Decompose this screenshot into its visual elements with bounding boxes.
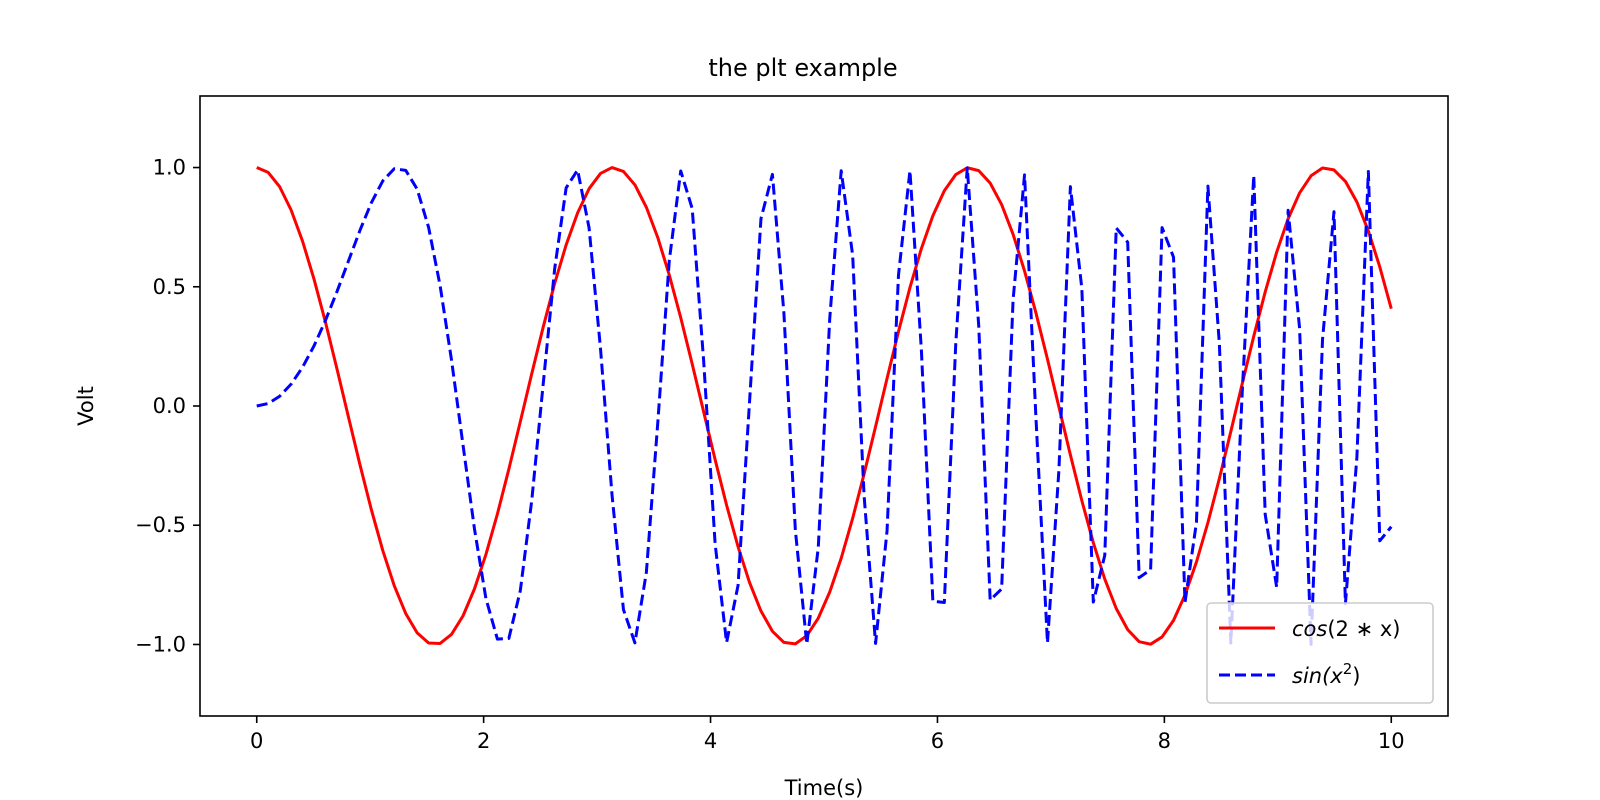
legend-sin-base: sin xyxy=(1292,664,1322,688)
x-tick-label: 6 xyxy=(931,729,944,753)
x-axis-title: Time(s) xyxy=(784,776,864,800)
y-tick-label: 1.0 xyxy=(153,156,186,180)
series-line-cos xyxy=(256,166,1393,646)
y-tick-label: −1.0 xyxy=(135,632,186,656)
legend-label-cos: cos(2 ∗ x) xyxy=(1292,617,1400,641)
x-tick-label: 4 xyxy=(704,729,717,753)
series-line-sin xyxy=(256,166,1393,646)
y-axis-title: Volt xyxy=(74,386,98,426)
legend-cos-arg: (2 ∗ x) xyxy=(1327,617,1400,641)
legend-sin-arg-suffix: ) xyxy=(1352,664,1360,688)
legend-sin-sup: 2 xyxy=(1343,660,1353,678)
x-tick-label: 0 xyxy=(250,729,263,753)
legend-cos-base: cos xyxy=(1292,617,1327,641)
ticks-layer: 0 2 4 6 8 10 −1.0 −0.5 0.0 0.5 1.0 xyxy=(135,156,1405,753)
legend-sin-arg-prefix: (x xyxy=(1322,664,1343,688)
legend-label-sin: sin(x2) xyxy=(1292,660,1360,688)
x-tick-label: 8 xyxy=(1158,729,1171,753)
y-tick-label: −0.5 xyxy=(135,513,186,537)
x-tick-label: 10 xyxy=(1378,729,1405,753)
legend: cos(2 ∗ x) sin(x2) xyxy=(1206,602,1434,704)
series-layer xyxy=(256,166,1393,646)
x-tick-label: 2 xyxy=(477,729,490,753)
chart-title: the plt example xyxy=(708,54,897,82)
y-tick-label: 0.5 xyxy=(153,275,186,299)
y-tick-label: 0.0 xyxy=(153,394,186,418)
